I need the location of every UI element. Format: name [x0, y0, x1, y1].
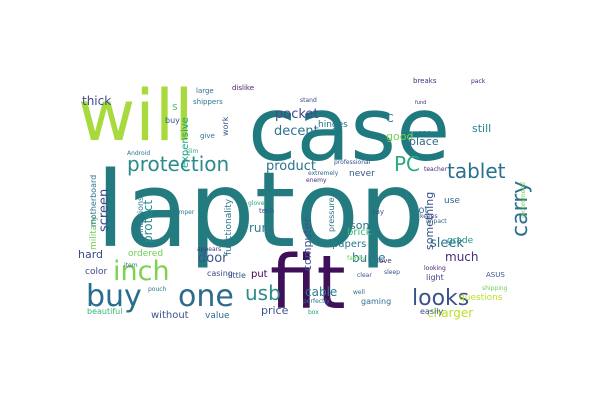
cloud-word: stand [300, 97, 317, 104]
cloud-word: buy [165, 116, 180, 125]
cloud-word: shipping [482, 285, 508, 292]
cloud-word: decent [274, 124, 319, 139]
cloud-word: connections [136, 197, 145, 245]
cloud-word: extremely [308, 170, 339, 177]
cloud-word: sleek [430, 236, 464, 251]
cloud-word: teacher [424, 166, 448, 173]
cloud-word: dislike [232, 84, 254, 92]
cloud-word: jumper [172, 209, 195, 216]
cloud-word: appears [197, 246, 221, 253]
cloud-word: s [172, 100, 178, 113]
cloud-word: expensive [180, 117, 191, 168]
cloud-word: looks [412, 286, 469, 311]
cloud-word: well [353, 289, 365, 296]
cloud-word: hard [78, 248, 103, 261]
cloud-word: case [248, 78, 450, 181]
cloud-word: give [200, 132, 215, 140]
cloud-word: large [196, 87, 214, 95]
cloud-word: one [178, 279, 234, 314]
cloud-word: shippers [193, 98, 223, 106]
cloud-word: looking [424, 265, 446, 272]
cloud-word: buy [86, 279, 142, 314]
cloud-word: item [124, 262, 138, 269]
cloud-word: got [412, 205, 428, 216]
cloud-word: protection [127, 152, 229, 176]
cloud-word: box [308, 309, 319, 316]
cloud-word: hinges [318, 120, 348, 130]
cloud-word: run [249, 221, 269, 235]
cloud-word: thick [82, 94, 111, 108]
cloud-word: use [444, 196, 460, 206]
cloud-word: brick [347, 227, 372, 238]
cloud-word: without [151, 310, 189, 321]
cloud-word: pressure [327, 197, 336, 232]
cloud-word: grade [447, 236, 474, 246]
cloud-word: glove [248, 200, 265, 207]
cloud-word: ASUS [486, 271, 505, 279]
cloud-word: computer [301, 217, 314, 271]
cloud-word: one [418, 129, 431, 137]
cloud-word: fund [415, 100, 426, 106]
cloud-word: questions [459, 293, 503, 303]
cloud-word: military [89, 215, 99, 250]
cloud-word: clear [357, 272, 372, 279]
cloud-word: laptop [96, 149, 425, 271]
cloud-word: charger [427, 306, 473, 320]
cloud-word: product [266, 159, 316, 174]
cloud-word: light [426, 273, 444, 282]
cloud-word: still [472, 122, 491, 135]
cloud-word: usb [245, 281, 281, 305]
cloud-word: PC [394, 152, 420, 176]
cloud-word: work [221, 116, 230, 136]
cloud-word: family [347, 255, 366, 262]
cloud-word: keeps [420, 213, 438, 220]
cloud-word: gaming [361, 297, 391, 306]
cloud-word: functionality [224, 198, 234, 255]
cloud-word: never [349, 169, 375, 179]
cloud-word: price [261, 304, 289, 317]
cloud-word: carry [508, 181, 533, 237]
cloud-word: something [423, 192, 436, 250]
cloud-word: value [205, 311, 230, 321]
cloud-word: inch [113, 256, 170, 287]
cloud-word: tablet [447, 159, 506, 183]
cloud-word: cable [305, 285, 337, 299]
cloud-word: pocket [275, 107, 319, 122]
cloud-word: screen [97, 189, 112, 232]
cloud-word: motherboard [89, 175, 98, 227]
cloud-word: recommend [520, 182, 527, 218]
cloud-word: say [372, 208, 384, 216]
cloud-word: love [377, 257, 392, 265]
cloud-word: pack [471, 78, 486, 85]
cloud-word: enemy [306, 177, 327, 184]
cloud-word: ordered [128, 249, 163, 259]
cloud-word: beautiful [87, 307, 122, 316]
cloud-word: pouch [148, 286, 167, 293]
cloud-word: son [350, 219, 369, 232]
cloud-word: door [198, 251, 228, 266]
cloud-word: tech [259, 207, 274, 215]
cloud-word: fit [270, 240, 346, 326]
cloud-word: much [445, 250, 479, 264]
cloud-word: little [228, 271, 246, 280]
cloud-word: color [85, 267, 107, 277]
cloud-word: will [78, 75, 194, 157]
cloud-word: professional [334, 159, 371, 166]
cloud-word: breaks [413, 77, 437, 85]
cloud-word: C [386, 112, 394, 125]
cloud-word: papers [332, 239, 366, 250]
cloud-word: place [409, 135, 439, 148]
cloud-word: impact [426, 218, 447, 225]
cloud-word: slim [186, 148, 198, 155]
cloud-word: put [251, 269, 268, 280]
cloud-word: casing [207, 269, 233, 278]
cloud-word: perfectly [303, 298, 330, 305]
cloud-word: good [386, 130, 413, 143]
cloud-word: Android [127, 150, 150, 157]
cloud-word: sleep [384, 269, 400, 276]
cloud-word: bulge [352, 251, 386, 265]
cloud-word: easily [420, 307, 443, 316]
cloud-word: protect [141, 200, 155, 243]
